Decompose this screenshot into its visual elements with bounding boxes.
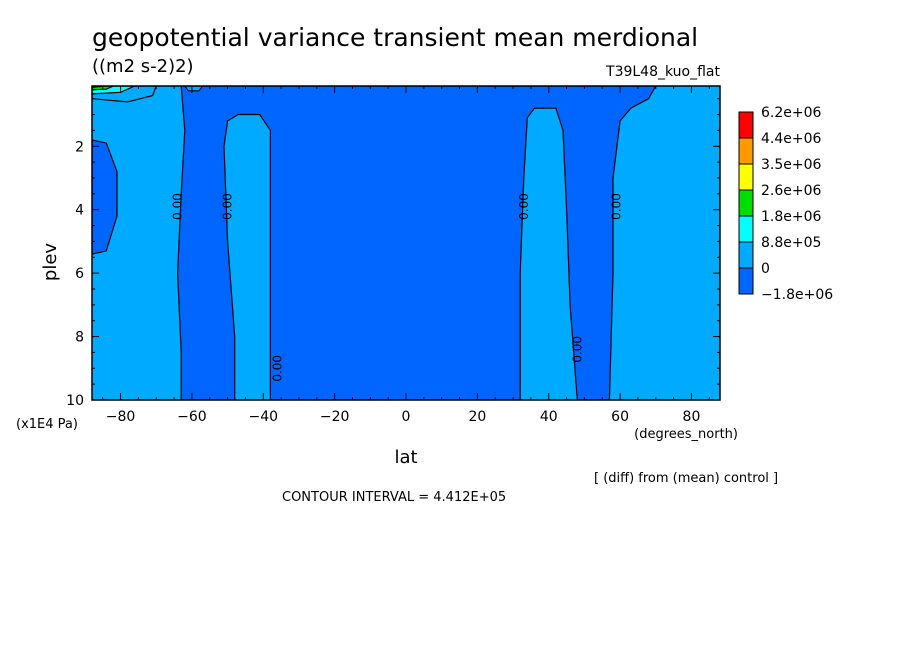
legend-label: −1.8e+06 [761, 287, 833, 303]
contour-label-text: 0.00 [271, 355, 285, 382]
y-tick-label: 4 [75, 203, 84, 219]
legend-swatch [738, 163, 754, 191]
legend-swatch [738, 189, 754, 217]
diff-note: [ (diff) from (mean) control ] [594, 471, 778, 486]
small-positive-patch [184, 86, 204, 92]
legend-swatch [738, 137, 754, 165]
y-tick-label: 8 [75, 330, 84, 346]
contour-label-text: 0.00 [221, 193, 235, 220]
legend-label: 4.4e+06 [761, 131, 822, 147]
legend-label: 1.8e+06 [761, 209, 822, 225]
contour-labels: 0.00 0.00 0.00 0.00 0.00 0.00 [171, 193, 624, 382]
legend-label: 2.6e+06 [761, 183, 822, 199]
contour-label-4: 0.00 [610, 193, 624, 220]
contour-label-0: 0.00 [171, 193, 185, 220]
contour-label-1: 0.00 [221, 193, 235, 220]
legend-swatch [738, 267, 754, 295]
units-label: ((m2 s-2)2) [92, 56, 194, 77]
legend-label: 0 [761, 261, 770, 277]
legend-swatch [738, 215, 754, 243]
contour-regions [92, 86, 657, 400]
x-tick-label: −80 [106, 409, 136, 425]
x-tick-label: 40 [540, 409, 558, 425]
chart-title: geopotential variance transient mean mer… [92, 23, 698, 52]
color-legend: 6.2e+06 4.4e+06 3.5e+06 2.6e+06 1.8e+06 8.8e+… [738, 105, 833, 303]
run-label: T39L48_kuo_flat [605, 64, 720, 80]
x-axis-label: lat [394, 447, 417, 468]
contour-label-text: 0.00 [610, 193, 624, 220]
x-tick-label: −60 [177, 409, 207, 425]
contour-label-text: 0.00 [517, 193, 531, 220]
contour-interval: CONTOUR INTERVAL = 4.412E+05 [282, 490, 506, 505]
contour-label-text: 0.00 [570, 336, 584, 363]
legend-label: 6.2e+06 [761, 105, 822, 121]
y-tick-label: 10 [66, 393, 84, 409]
x-axis-units: (degrees_north) [634, 427, 738, 442]
y-tick-label: 6 [75, 266, 84, 282]
axis-ticks: −80 −60 −40 −20 0 20 40 60 80 2 4 6 8 10 [66, 86, 720, 425]
x-tick-label: 20 [468, 409, 486, 425]
plot-area: 0.00 0.000.000.00 0.000.00 −80 −60 −40 −20 0 20… [66, 85, 721, 425]
contour-label-2: 0.00 [271, 355, 285, 382]
y-axis-label: plev [40, 243, 61, 282]
legend-label: 8.8e+05 [761, 235, 821, 251]
y-tick-label: 2 [75, 139, 84, 155]
contour-label-5: 0.00 [570, 336, 584, 363]
x-tick-label: 80 [683, 409, 701, 425]
negative-region [176, 86, 657, 400]
legend-swatch [738, 241, 754, 269]
x-tick-label: 60 [611, 409, 629, 425]
legend-label: 3.5e+06 [761, 157, 822, 173]
x-tick-label: −40 [248, 409, 278, 425]
contour-label-text: 0.00 [171, 193, 185, 220]
x-tick-label: −20 [320, 409, 350, 425]
y-axis-units: (x1E4 Pa) [16, 417, 78, 432]
x-tick-label: 0 [402, 409, 411, 425]
contour-label-3: 0.00 [517, 193, 531, 220]
negative-pocket-south [92, 139, 118, 255]
legend-swatch [738, 111, 754, 139]
